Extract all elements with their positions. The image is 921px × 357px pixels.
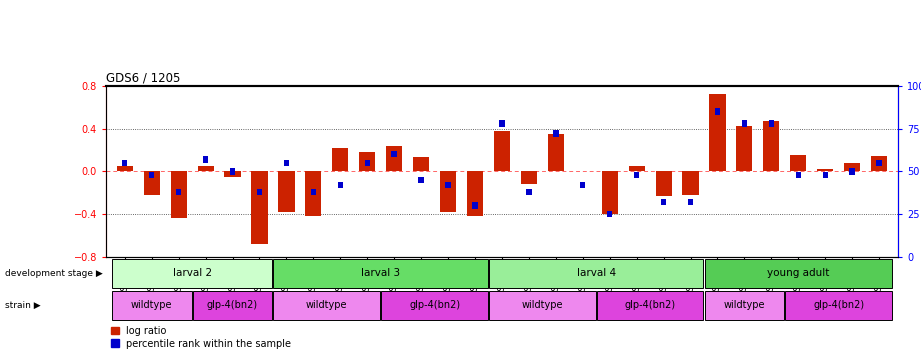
- Bar: [381, 291, 488, 320]
- Bar: [494, 131, 510, 171]
- Bar: [365, 160, 370, 166]
- Bar: [359, 152, 376, 171]
- Text: larval 2: larval 2: [172, 268, 212, 278]
- Bar: [661, 199, 666, 205]
- Bar: [310, 189, 316, 195]
- Bar: [111, 291, 192, 320]
- Bar: [197, 166, 214, 171]
- Bar: [176, 189, 181, 195]
- Text: glp-4(bn2): glp-4(bn2): [409, 300, 460, 310]
- Bar: [628, 166, 645, 171]
- Text: larval 3: larval 3: [361, 268, 401, 278]
- Bar: [871, 156, 887, 171]
- Bar: [688, 199, 694, 205]
- Bar: [122, 160, 127, 166]
- Bar: [170, 171, 187, 218]
- Bar: [467, 171, 484, 216]
- Text: glp-4(bn2): glp-4(bn2): [813, 300, 864, 310]
- Bar: [656, 171, 671, 196]
- Text: wildtype: wildtype: [521, 300, 563, 310]
- Bar: [440, 171, 456, 212]
- Bar: [418, 177, 424, 183]
- Bar: [709, 94, 726, 171]
- Bar: [741, 120, 747, 127]
- Bar: [682, 171, 699, 195]
- Bar: [230, 168, 235, 175]
- Bar: [580, 182, 586, 188]
- Bar: [257, 189, 262, 195]
- Text: glp-4(bn2): glp-4(bn2): [624, 300, 676, 310]
- Bar: [284, 160, 289, 166]
- Text: larval 4: larval 4: [577, 268, 616, 278]
- Bar: [844, 163, 860, 171]
- Bar: [489, 291, 596, 320]
- Text: development stage ▶: development stage ▶: [5, 268, 102, 278]
- Bar: [736, 126, 752, 171]
- Bar: [144, 171, 160, 195]
- Bar: [607, 211, 612, 217]
- Bar: [332, 148, 348, 171]
- Bar: [715, 108, 720, 115]
- Bar: [251, 171, 268, 244]
- Bar: [796, 172, 801, 178]
- Bar: [111, 258, 273, 288]
- Bar: [278, 171, 295, 212]
- Text: GDS6 / 1205: GDS6 / 1205: [106, 71, 181, 85]
- Bar: [526, 189, 531, 195]
- Bar: [203, 156, 208, 162]
- Legend: log ratio, percentile rank within the sample: log ratio, percentile rank within the sa…: [111, 326, 291, 348]
- Bar: [446, 182, 450, 188]
- Bar: [386, 146, 402, 171]
- Bar: [499, 120, 505, 127]
- Bar: [413, 157, 429, 171]
- Text: wildtype: wildtype: [306, 300, 347, 310]
- Bar: [705, 291, 785, 320]
- Bar: [305, 171, 321, 216]
- Bar: [520, 171, 537, 184]
- Bar: [472, 202, 478, 209]
- Bar: [554, 130, 558, 137]
- Bar: [548, 134, 564, 171]
- Bar: [769, 120, 774, 127]
- Text: wildtype: wildtype: [724, 300, 765, 310]
- Bar: [274, 291, 380, 320]
- Bar: [149, 172, 155, 178]
- Bar: [786, 291, 892, 320]
- Bar: [877, 160, 881, 166]
- Bar: [117, 166, 133, 171]
- Text: strain ▶: strain ▶: [5, 301, 41, 310]
- Bar: [764, 121, 779, 171]
- Bar: [225, 171, 240, 177]
- Bar: [601, 171, 618, 214]
- Bar: [822, 172, 828, 178]
- Bar: [817, 169, 834, 171]
- Bar: [489, 258, 704, 288]
- Bar: [849, 168, 855, 175]
- Bar: [192, 291, 273, 320]
- Bar: [274, 258, 488, 288]
- Bar: [705, 258, 892, 288]
- Text: young adult: young adult: [767, 268, 830, 278]
- Bar: [391, 151, 397, 157]
- Bar: [634, 172, 639, 178]
- Bar: [338, 182, 343, 188]
- Text: wildtype: wildtype: [131, 300, 172, 310]
- Bar: [790, 155, 807, 171]
- Bar: [597, 291, 704, 320]
- Text: glp-4(bn2): glp-4(bn2): [207, 300, 258, 310]
